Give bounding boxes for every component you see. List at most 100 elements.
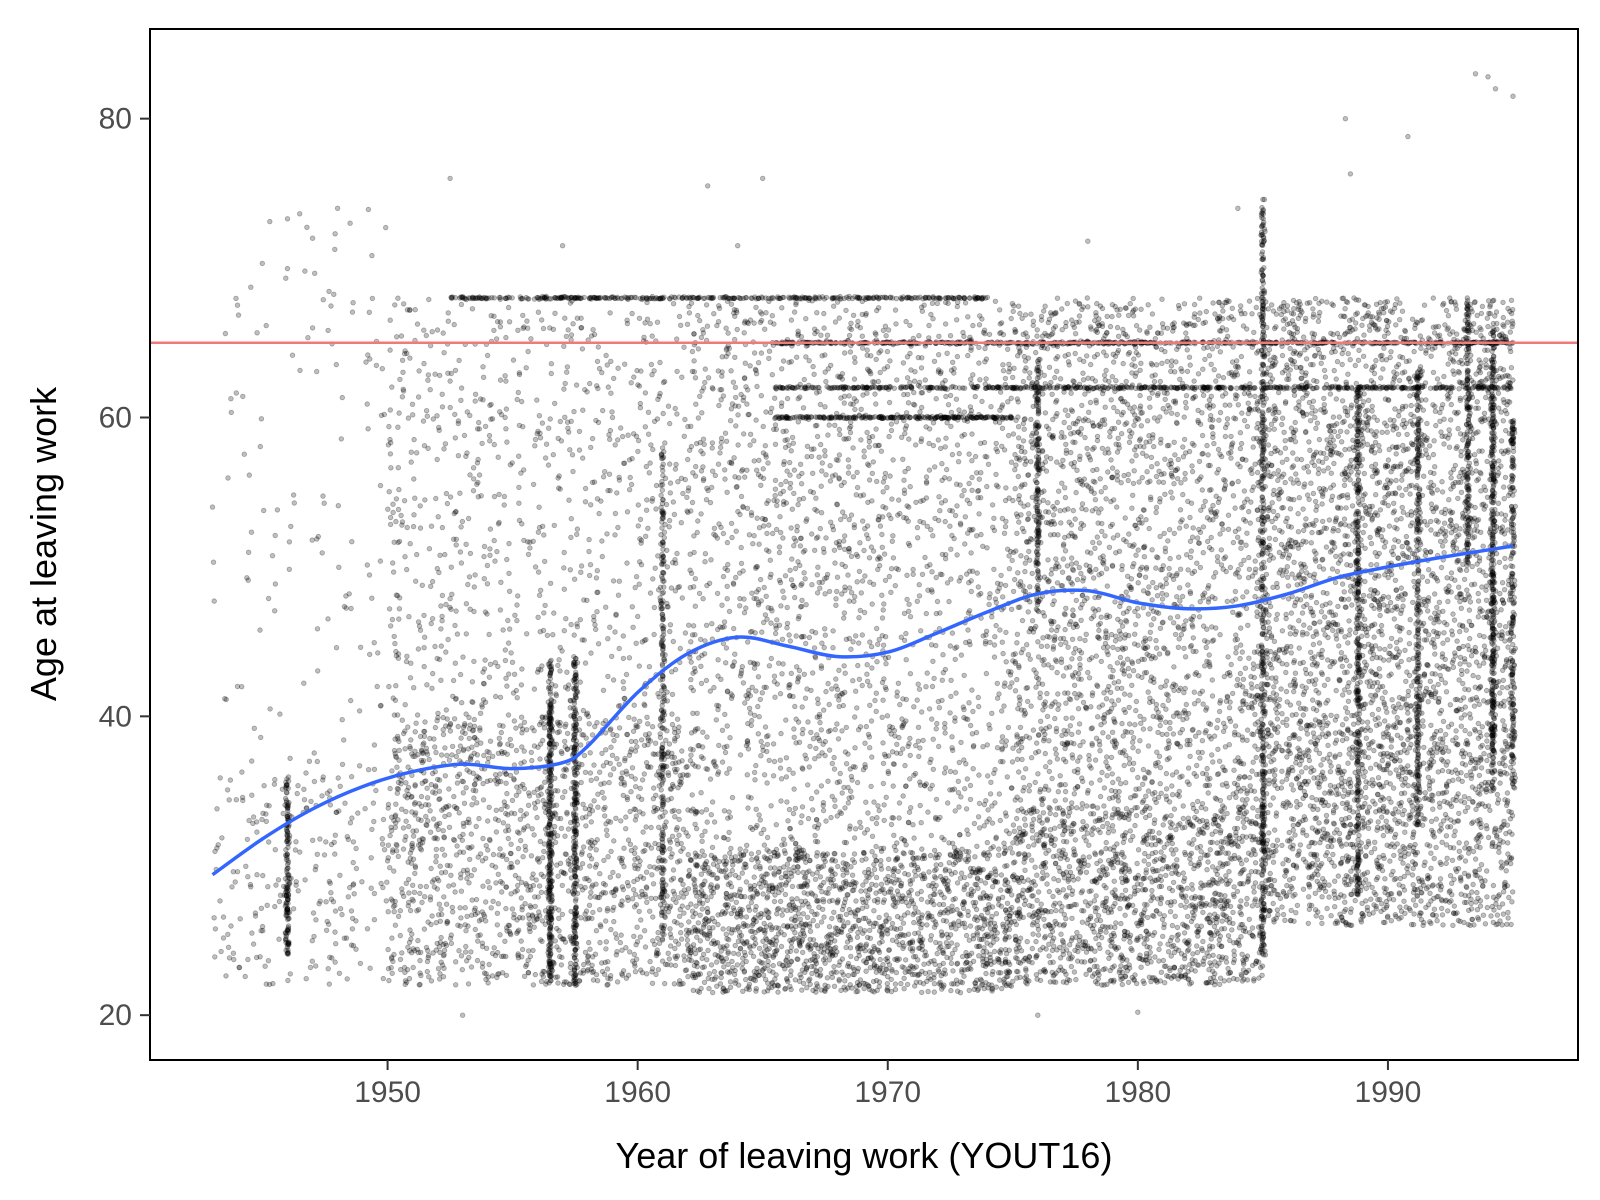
data-point [990,524,996,530]
data-point [531,918,537,924]
data-point [988,779,994,785]
data-point [367,965,373,971]
data-point [605,636,611,642]
data-point [417,503,423,509]
data-point [900,945,906,952]
data-point [624,794,630,800]
data-point [495,817,502,824]
data-point [379,841,386,847]
data-point [744,467,750,473]
data-point [556,907,562,913]
data-point [525,551,532,558]
data-point [680,845,686,852]
data-point [568,337,574,343]
data-point [272,581,279,587]
data-point [840,972,847,978]
data-point [756,945,763,952]
data-point [753,988,759,994]
data-point [345,836,351,843]
data-point [394,790,400,796]
data-point [247,881,254,888]
data-point [737,946,743,952]
data-point [390,509,396,516]
data-point [590,954,596,960]
data-point [801,376,807,383]
data-point [705,375,712,381]
data-point [364,926,371,932]
data-point [457,743,464,749]
data-point [570,825,577,831]
data-point [347,884,353,891]
data-point [396,410,402,416]
data-point [670,301,677,307]
data-point [264,802,270,808]
data-point [867,639,873,645]
data-point [424,682,430,688]
data-point [926,869,932,875]
data-point [555,662,561,669]
data-point [888,589,894,595]
data-point [867,927,873,933]
data-point [562,773,568,780]
data-point [410,856,417,862]
data-point [998,887,1004,893]
data-point [603,352,609,359]
data-point [327,880,333,886]
data-point [342,800,348,806]
data-point [480,669,486,675]
data-point [387,347,393,353]
data-point [686,919,692,925]
data-point [505,304,512,311]
data-point [226,797,232,803]
data-point [602,882,608,888]
data-point [661,894,667,901]
data-point [508,891,514,897]
data-point [438,959,444,965]
data-point [708,557,714,563]
data-point [381,411,387,418]
data-point [640,829,646,835]
data-point [400,846,407,852]
data-point [764,834,771,841]
data-point [349,926,356,932]
data-point [350,943,357,949]
data-point [981,945,987,951]
data-point [507,772,514,779]
data-point [602,804,608,811]
data-point [831,963,837,970]
data-point [788,525,794,531]
data-point [265,595,272,602]
data-point [639,970,646,976]
data-point [613,612,619,618]
data-point [783,882,789,888]
data-point [831,983,838,989]
data-point [506,319,513,325]
data-point [585,839,592,845]
data-point [632,891,639,897]
data-point [633,902,640,908]
data-point [592,894,598,900]
data-point [634,939,641,945]
data-point [420,418,427,424]
data-point [391,909,397,915]
data-point [269,553,276,559]
data-point [684,937,691,943]
data-point [730,905,737,911]
data-point [678,840,684,847]
data-point [989,904,996,910]
data-point [827,931,833,937]
data-point [1005,346,1011,352]
data-point [621,695,627,702]
data-point [434,327,441,333]
data-point [637,400,644,407]
data-point [834,686,841,693]
data-point [610,907,616,913]
data-point [295,888,301,894]
data-point [440,731,447,738]
data-point [480,364,486,370]
data-point [757,865,763,872]
data-point [350,881,357,887]
data-point [327,954,333,960]
data-point [835,863,841,870]
data-point [545,949,551,956]
